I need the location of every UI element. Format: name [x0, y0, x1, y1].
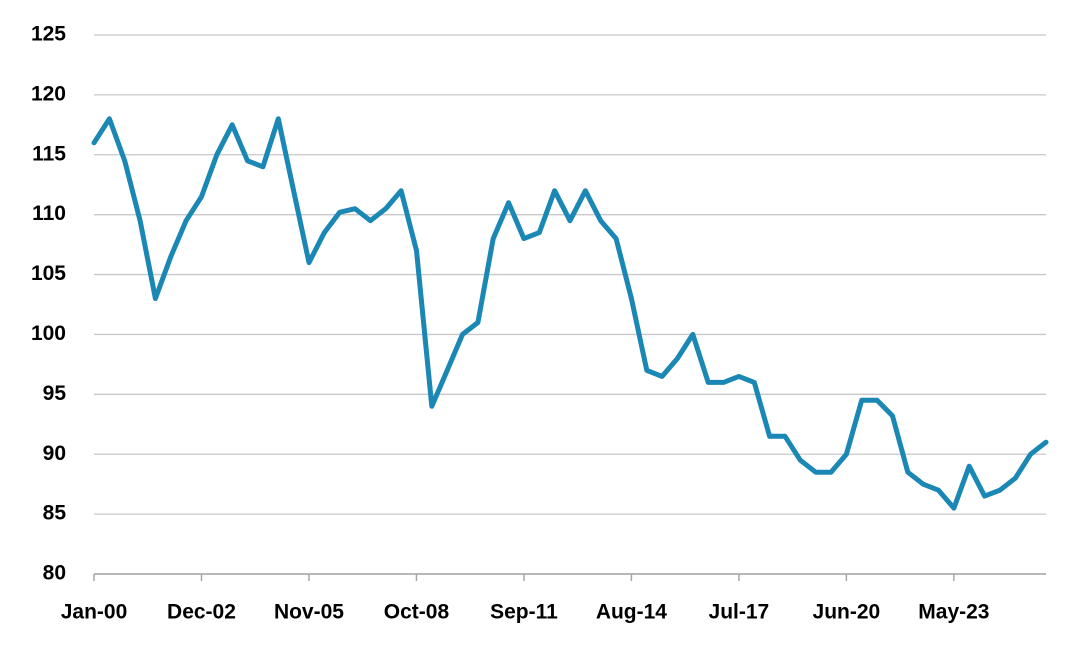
x-tick-label: Jun-20 [813, 601, 881, 624]
y-tick-label: 85 [43, 502, 67, 525]
data-line [91, 116, 1049, 511]
y-tick-label: 105 [31, 262, 66, 285]
y-tick-label: 100 [31, 322, 66, 345]
y-tick-label: 110 [32, 202, 66, 225]
x-tick-label: Nov-05 [274, 601, 344, 624]
y-tick-label: 95 [43, 382, 67, 405]
x-tick-label: Oct-08 [384, 601, 450, 624]
y-tick-label: 115 [32, 142, 66, 165]
x-tick-label: Sep-11 [490, 601, 558, 624]
x-tick-label: May-23 [918, 601, 989, 624]
x-tick-label: Jul-17 [709, 601, 770, 624]
y-tick-label: 90 [43, 442, 66, 465]
x-tick-label: Jan-00 [61, 601, 128, 624]
y-tick-label: 125 [31, 23, 66, 46]
x-tick-label: Dec-02 [167, 601, 236, 624]
y-tick-label: 80 [43, 562, 66, 585]
x-tick-label: Aug-14 [596, 601, 667, 624]
y-tick-label: 120 [31, 82, 66, 105]
